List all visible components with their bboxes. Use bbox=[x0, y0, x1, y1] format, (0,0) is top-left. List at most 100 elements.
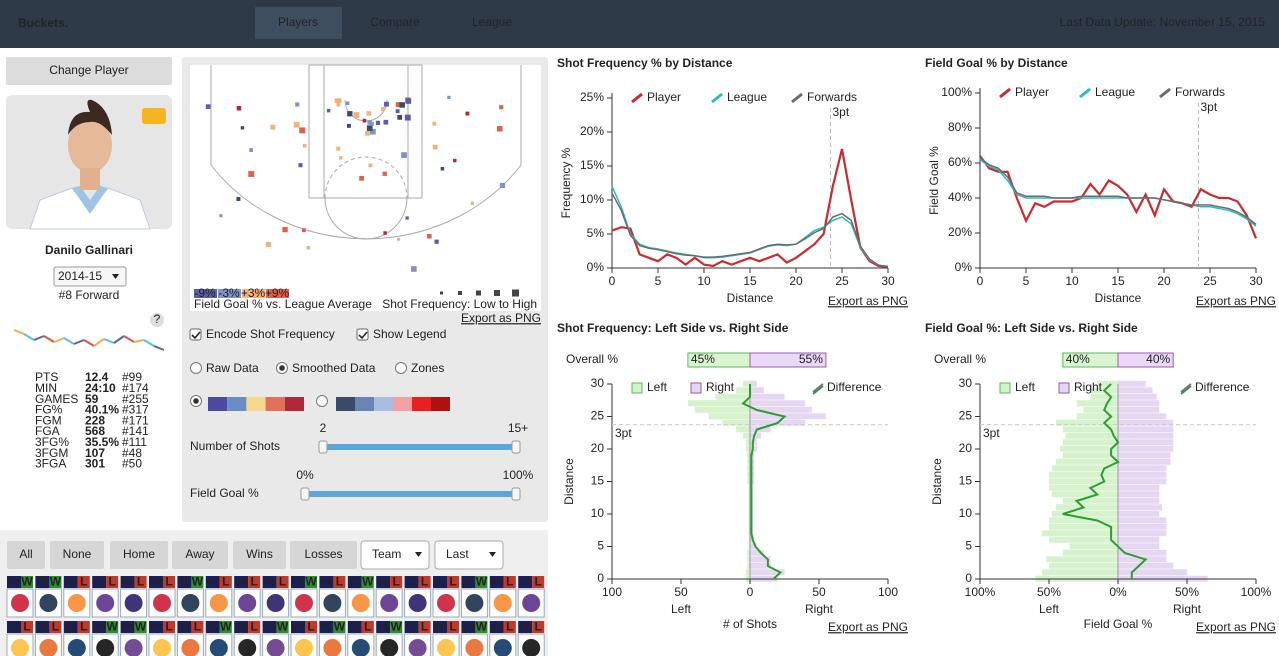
game-result-bg bbox=[21, 621, 33, 633]
legend-icon bbox=[1079, 87, 1091, 99]
x-tick-label: 10 bbox=[697, 274, 711, 288]
season-select[interactable] bbox=[53, 266, 127, 287]
slider-handle[interactable] bbox=[511, 487, 521, 501]
game-result: W bbox=[277, 620, 289, 634]
filter-button[interactable] bbox=[172, 541, 228, 569]
court-shot-decor bbox=[353, 112, 360, 119]
court-shot-decor bbox=[434, 239, 439, 244]
court-shot-decor bbox=[236, 196, 241, 201]
right-bar bbox=[750, 406, 813, 413]
game-location: @ bbox=[406, 620, 418, 634]
court-shot-decor bbox=[496, 125, 503, 132]
checkbox[interactable] bbox=[189, 328, 202, 341]
game-location: vs bbox=[7, 575, 21, 589]
court-size-legend bbox=[512, 289, 519, 297]
game-location-bg bbox=[433, 621, 447, 633]
filter-button[interactable] bbox=[290, 541, 357, 569]
stat-rank: #99 bbox=[122, 370, 142, 384]
right-bar bbox=[1118, 426, 1174, 433]
right-bar bbox=[1118, 432, 1174, 439]
game-location-bg bbox=[461, 576, 476, 588]
filter-button[interactable] bbox=[7, 541, 45, 569]
legend-label: League bbox=[727, 90, 767, 104]
slider-handle[interactable] bbox=[511, 440, 521, 454]
court-shot-decor bbox=[270, 124, 276, 130]
slider-min: 2 bbox=[320, 421, 327, 435]
game-location-bg bbox=[489, 576, 504, 588]
right-bar bbox=[1118, 562, 1174, 569]
left-bar bbox=[748, 504, 750, 511]
court-size-legend bbox=[458, 291, 462, 295]
left-bar bbox=[1049, 471, 1118, 478]
game-result-bg bbox=[276, 576, 289, 588]
nav-tab[interactable]: Players bbox=[278, 15, 318, 29]
left-bar bbox=[747, 556, 750, 563]
court-size-legend bbox=[476, 290, 481, 296]
court-shot-decor bbox=[345, 101, 350, 106]
left-bar bbox=[1042, 530, 1118, 537]
game-location-bg bbox=[7, 576, 21, 588]
court-shot-decor bbox=[295, 102, 300, 107]
game-location: vs bbox=[291, 620, 305, 634]
court-shot-decor bbox=[326, 108, 331, 113]
palette-radio[interactable] bbox=[316, 395, 328, 407]
x-tick-label: 5 bbox=[655, 274, 662, 288]
sparkline-segment bbox=[33, 335, 45, 341]
court-shot-decor bbox=[249, 148, 253, 152]
court-shot-decor bbox=[397, 114, 403, 120]
checkbox[interactable] bbox=[356, 328, 369, 341]
game-result: L bbox=[336, 575, 343, 589]
nav-tab[interactable]: Compare bbox=[370, 15, 420, 29]
filter-select-label: Last bbox=[446, 547, 469, 561]
difference-line bbox=[1062, 383, 1148, 579]
filter-select[interactable] bbox=[360, 540, 430, 570]
court-shot-decor bbox=[447, 95, 451, 100]
game-result-bg bbox=[219, 621, 232, 633]
left-bar bbox=[748, 530, 750, 537]
x-tick-label: 15 bbox=[743, 274, 757, 288]
export-link[interactable]: Export as PNG bbox=[828, 620, 908, 634]
nav-tab[interactable]: League bbox=[472, 15, 512, 29]
game-location: @ bbox=[349, 575, 361, 589]
y-tick-label: 5% bbox=[587, 226, 605, 240]
court-shot-decor bbox=[302, 143, 307, 148]
change-player-button[interactable] bbox=[6, 57, 172, 85]
game-location: vs bbox=[433, 575, 447, 589]
filter-button[interactable] bbox=[110, 541, 168, 569]
game-location-bg bbox=[347, 621, 362, 633]
right-bar bbox=[1118, 523, 1167, 530]
export-link[interactable]: Export as PNG bbox=[1196, 620, 1276, 634]
game-location-bg bbox=[319, 576, 334, 588]
team-logo bbox=[39, 594, 58, 612]
court-scale-swatch bbox=[218, 289, 241, 298]
game-result-bg bbox=[248, 576, 261, 588]
court-export[interactable]: Export as PNG bbox=[461, 311, 541, 325]
game-location-bg bbox=[120, 576, 135, 588]
export-link[interactable]: Export as PNG bbox=[1196, 294, 1276, 308]
court-shot-decor bbox=[499, 182, 506, 189]
slider-handle[interactable] bbox=[318, 440, 328, 454]
filter-button[interactable] bbox=[233, 541, 286, 569]
help-icon[interactable] bbox=[150, 313, 164, 327]
y-tick-label: 40% bbox=[948, 190, 972, 204]
filter-button[interactable] bbox=[50, 541, 104, 569]
game-result-bg bbox=[49, 621, 62, 633]
y-tick-label: 0% bbox=[955, 260, 973, 274]
game-result-bg bbox=[532, 576, 545, 588]
slider-handle[interactable] bbox=[300, 487, 310, 501]
left-bar bbox=[1062, 439, 1118, 446]
stat-value: 12.4 bbox=[85, 370, 109, 384]
court-shot-decor bbox=[470, 201, 475, 205]
court-shot-decor bbox=[336, 98, 342, 104]
left-bar bbox=[1097, 380, 1118, 387]
filter-select[interactable] bbox=[434, 540, 504, 570]
radio[interactable] bbox=[395, 362, 407, 374]
export-link[interactable]: Export as PNG bbox=[828, 294, 908, 308]
radio[interactable] bbox=[190, 362, 202, 374]
stat-label: FGM bbox=[35, 413, 62, 427]
player-head bbox=[68, 117, 112, 173]
team-logo bbox=[351, 594, 370, 612]
team-logo bbox=[67, 594, 86, 612]
game-result: L bbox=[194, 620, 201, 634]
side-label: Right bbox=[805, 602, 834, 616]
